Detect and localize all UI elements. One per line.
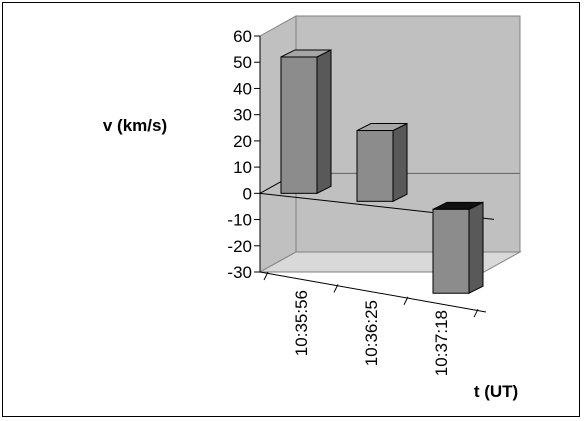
x-tick-mark <box>333 284 339 293</box>
y-axis-title: v (km/s) <box>103 116 167 135</box>
y-tick-label: 20 <box>233 132 252 151</box>
y-tick-label: 40 <box>233 79 252 98</box>
y-axis: 60 50 40 30 20 10 0 -10 -20 -30 <box>227 27 261 282</box>
bar-side <box>392 122 408 203</box>
bar-10:36:25 <box>356 122 408 203</box>
x-tick-mark <box>403 296 409 306</box>
x-tick-label: 10:35:56 <box>292 290 311 356</box>
y-tick-label: 10 <box>233 158 252 177</box>
x-tick-label: 10:36:25 <box>362 300 381 366</box>
x-axis-title: t (UT) <box>474 382 518 401</box>
bar-front <box>432 208 470 294</box>
y-tick-label: -30 <box>227 263 252 282</box>
y-tick-label: 50 <box>233 53 252 72</box>
x-tick-mark <box>263 271 269 281</box>
bar-front <box>356 130 394 202</box>
bar-front <box>280 56 318 194</box>
bar-side <box>468 201 484 295</box>
bars <box>280 49 484 295</box>
x-tick-mark <box>473 308 479 318</box>
y-tick-label: -10 <box>227 211 252 230</box>
x-tick-label: 10:37:18 <box>432 310 451 376</box>
y-tick-label: 0 <box>243 184 252 203</box>
y-tick-label: -20 <box>227 237 252 256</box>
y-tick-label: 60 <box>233 27 252 46</box>
bar-10:37:18 <box>432 201 484 295</box>
y-tick-label: 30 <box>233 106 252 125</box>
bar-10:35:56 <box>280 49 332 195</box>
bar-side <box>316 49 332 195</box>
x-axis-base-line <box>259 271 487 313</box>
